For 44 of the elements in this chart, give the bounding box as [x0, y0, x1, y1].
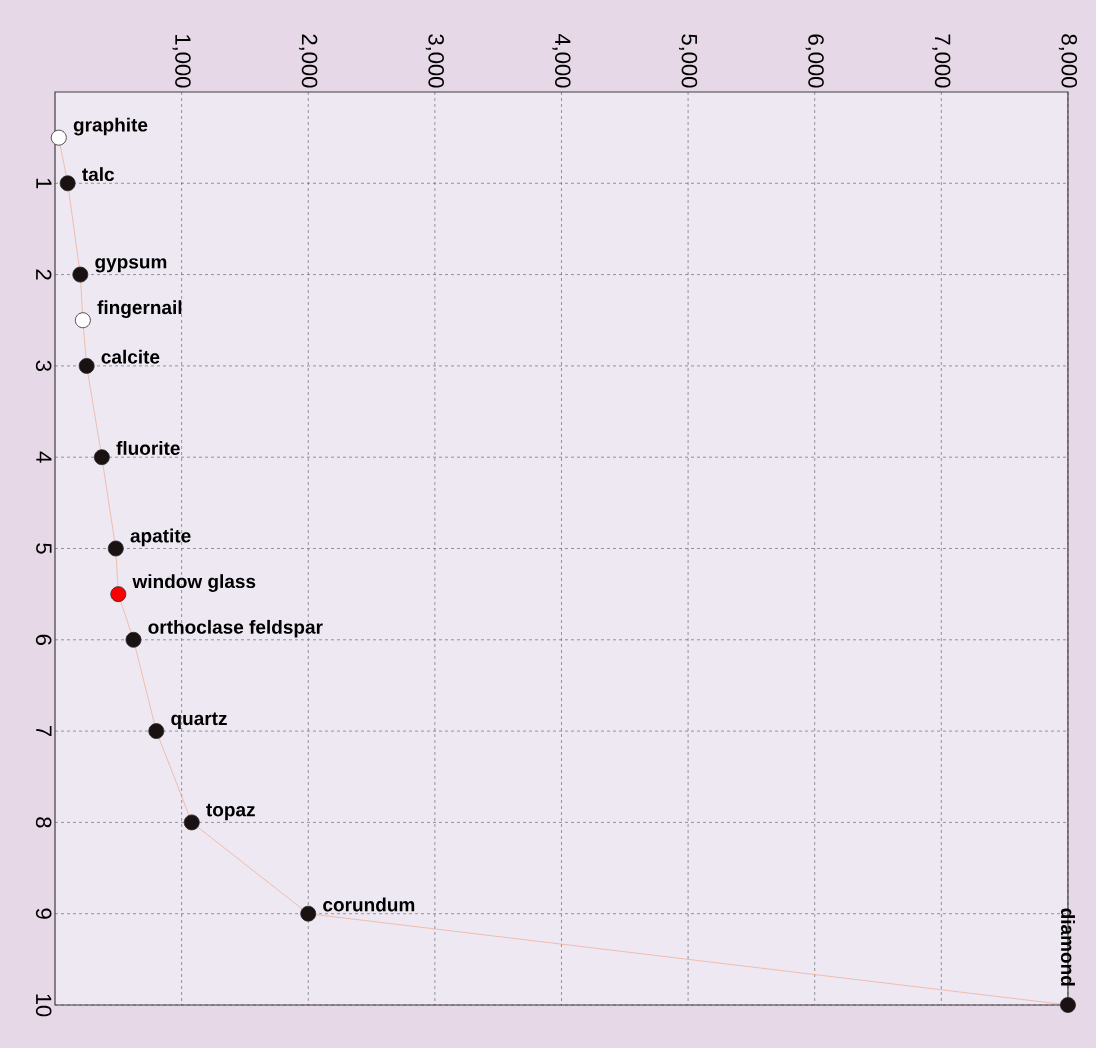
- point: [300, 905, 317, 922]
- point: [148, 723, 165, 739]
- point: [74, 312, 91, 329]
- y-tick-label: 3: [35, 360, 52, 372]
- x-tick-label: 7,000: [932, 34, 951, 88]
- point: [107, 540, 124, 557]
- annotation: corundum: [323, 897, 415, 912]
- point: [110, 586, 127, 603]
- annotation: graphite: [73, 117, 148, 136]
- y-tick-label: 8: [35, 817, 52, 828]
- point: [50, 129, 67, 146]
- annotation: apatite: [130, 528, 191, 547]
- y-tick-label: 7: [36, 726, 52, 737]
- x-tick-label: 5,000: [679, 34, 698, 88]
- y-tick-label: 4: [36, 451, 52, 463]
- y-tick-label: 5: [36, 543, 52, 554]
- annotation: quartz: [171, 712, 227, 729]
- annotation: diamond: [1060, 908, 1075, 986]
- x-tick-label: 8,000: [1058, 34, 1078, 88]
- point: [183, 814, 200, 831]
- y-tick-label: 2: [36, 269, 52, 280]
- annotation: talc: [82, 167, 115, 182]
- x-tick-label: 4,000: [552, 33, 571, 88]
- point: [93, 449, 110, 466]
- annotation: fingernail: [97, 300, 182, 319]
- annotation: fluorite: [116, 441, 180, 455]
- y-tick-label: 10: [35, 994, 52, 1017]
- x-tick-label: 6,000: [805, 34, 824, 88]
- point: [1060, 997, 1076, 1013]
- y-tick-label: 6: [35, 634, 52, 645]
- y-tick-label: 1: [36, 178, 52, 189]
- annotation: orthoclase feldspar: [148, 619, 323, 638]
- annotation: calcite: [101, 349, 160, 364]
- y-tick-label: 9: [35, 908, 52, 919]
- x-tick-label: 3,000: [425, 34, 444, 88]
- point: [59, 175, 76, 192]
- annotation: gypsum: [95, 258, 167, 273]
- annotation: window glass: [132, 574, 256, 592]
- point: [125, 631, 142, 648]
- x-tick-label: 1,000: [172, 35, 191, 88]
- x-tick-label: 2,000: [299, 34, 318, 88]
- annotation: topaz: [206, 803, 255, 821]
- point: [72, 266, 89, 283]
- point: [78, 357, 95, 374]
